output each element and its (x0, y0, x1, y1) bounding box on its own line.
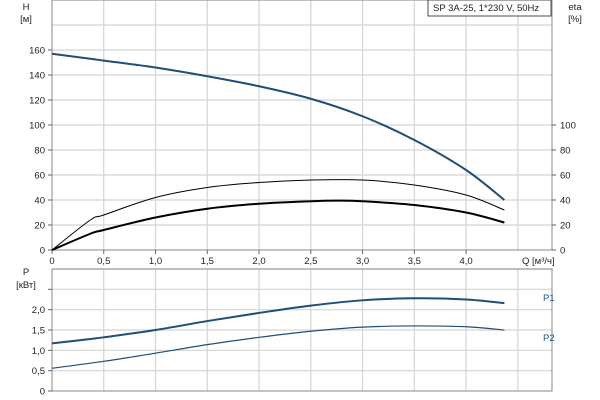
y-tick-label: 20 (34, 221, 45, 232)
legend-p1: P1 (543, 293, 555, 304)
legend-p2: P2 (543, 333, 555, 344)
x-tick-label: 2,0 (252, 256, 265, 267)
y-tick-label: 100 (29, 121, 45, 132)
chart-title: SP 3A-25, 1*230 V, 50Hz (433, 3, 539, 14)
y-tick-label: 160 (29, 46, 45, 57)
efficiency-curve (51, 199, 505, 251)
x-tick-label: 4,0 (459, 256, 472, 267)
y2-tick-label: 60 (560, 171, 571, 182)
x-tick-label: 2,5 (304, 256, 317, 267)
curves (51, 52, 505, 369)
p-tick-label: 1,0 (32, 346, 45, 357)
y2-axis-label: eta (568, 2, 582, 13)
y-tick-label: 140 (29, 71, 45, 82)
title-box (427, 0, 552, 17)
x-tick-label: 1,0 (149, 256, 162, 267)
y2-axis-unit: [%] (568, 14, 582, 25)
efficiency-curve (51, 179, 505, 251)
p-tick-label: 2,0 (32, 305, 45, 316)
p-axis-label: P (23, 267, 29, 278)
labels: H [м] eta [%] Q [м³/ч] SP 3A-25, 1*230 V… (16, 0, 582, 344)
power-curve-p2 (51, 325, 505, 369)
p-tick-label: 0 (40, 387, 45, 398)
y2-tick-label: 100 (560, 121, 576, 132)
y-tick-label: 40 (34, 196, 45, 207)
y-axis-unit: [м] (20, 14, 32, 25)
y-tick-label: 120 (29, 96, 45, 107)
power-curve-p1 (51, 297, 505, 345)
y2-tick-label: 0 (560, 246, 565, 257)
p-tick-label: 1,5 (32, 326, 45, 337)
x-tick-label: 1,5 (201, 256, 214, 267)
x-axis-label: Q [м³/ч] (522, 256, 555, 267)
p-tick-label: 0,5 (32, 366, 45, 377)
y-tick-label: 0 (40, 246, 45, 257)
y2-tick-label: 80 (560, 146, 571, 157)
y2-tick-label: 20 (560, 221, 571, 232)
grid: 0 0,5 1,0 1,5 2,0 2,5 3,0 3,5 4,0 0 20 40 60 80 100 120… (29, 0, 576, 398)
y2-tick-label: 40 (560, 196, 571, 207)
x-tick-label: 3,0 (356, 256, 369, 267)
x-tick-label: 3,5 (408, 256, 421, 267)
p-axis-unit: [кВт] (16, 280, 36, 291)
y-axis-label: H (23, 2, 30, 13)
y-tick-label: 60 (34, 171, 45, 182)
y-tick-label: 80 (34, 146, 45, 157)
head-curve (51, 52, 505, 201)
x-tick-label: 0,5 (97, 256, 110, 267)
x-tick-label: 0 (49, 256, 54, 267)
